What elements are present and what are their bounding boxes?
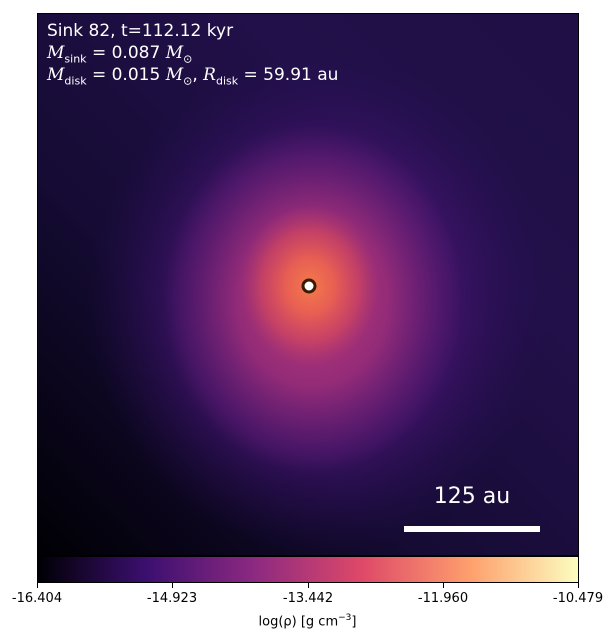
colorbar-axis-label: log(ρ) [g cm−3]	[258, 613, 357, 630]
scalebar-label: 125 au	[433, 484, 511, 509]
colorbar-tick	[578, 583, 579, 588]
sink-marker	[301, 278, 317, 294]
density-image	[38, 14, 578, 555]
colorbar-tick	[308, 583, 309, 588]
disk-properties-label: Mdisk = 0.015 M⊙, Rdisk = 59.91 au	[47, 65, 339, 88]
colorbar	[37, 556, 579, 583]
scalebar	[404, 526, 540, 532]
colorbar-tick-label: -13.442	[282, 591, 334, 606]
density-map	[37, 13, 579, 556]
sink-mass-label: Msink = 0.087 M⊙	[47, 43, 193, 66]
colorbar-tick	[172, 583, 173, 588]
sink-title: Sink 82, t=112.12 kyr	[47, 21, 234, 41]
colorbar-tick	[37, 583, 38, 588]
colorbar-tick	[443, 583, 444, 588]
colorbar-tick-label: -10.479	[552, 591, 604, 606]
colorbar-tick-label: -16.404	[11, 591, 63, 606]
colorbar-tick-label: -14.923	[146, 591, 198, 606]
colorbar-tick-label: -11.960	[417, 591, 469, 606]
